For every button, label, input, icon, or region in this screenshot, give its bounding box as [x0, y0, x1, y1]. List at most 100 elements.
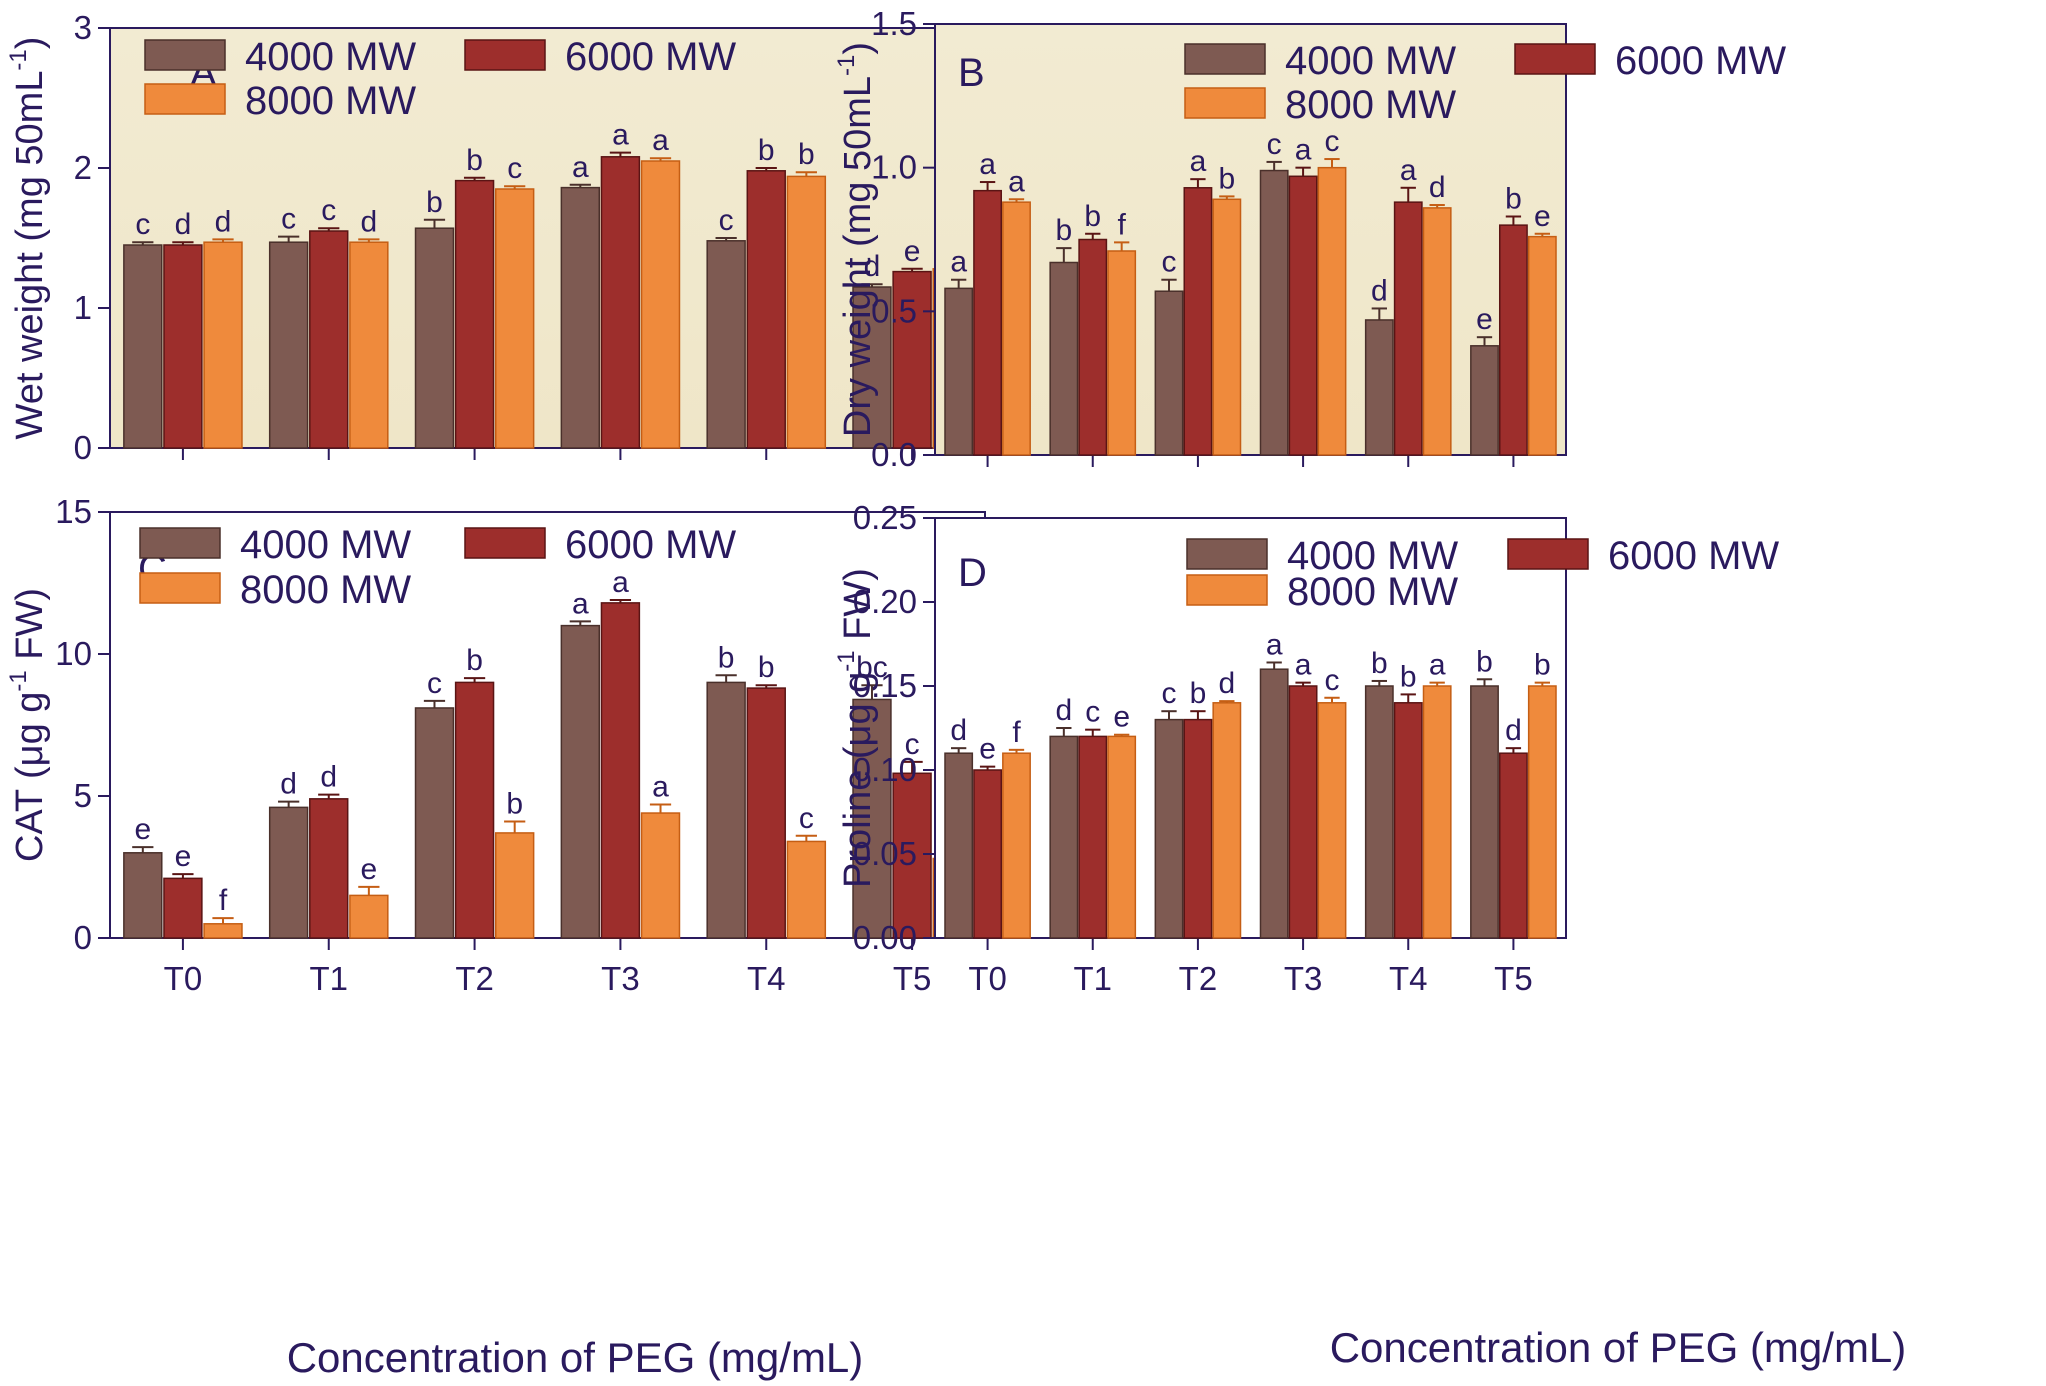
- panel-c-bar: [560, 624, 601, 939]
- panel-c-x-tick-label: T3: [601, 960, 640, 997]
- panel-c-significance-letter: b: [466, 644, 483, 677]
- panel-a-significance-letter: d: [361, 205, 378, 238]
- panel-b-significance-letter: c: [1267, 128, 1282, 161]
- panel-c-legend-label: 6000 MW: [565, 523, 736, 567]
- panel-d-bar: [1393, 702, 1423, 939]
- panel-b-significance-letter: c: [1161, 246, 1176, 279]
- panel-a-bar: [786, 175, 827, 449]
- panel-b-bar: [1498, 224, 1528, 456]
- panel-d-letter: D: [958, 551, 987, 595]
- panel-b-bar: [1288, 175, 1318, 456]
- panel-c-legend-swatch: [139, 572, 221, 604]
- panel-b-significance-letter: d: [1371, 274, 1388, 307]
- panel-c-bar: [640, 812, 681, 939]
- panel-d-significance-letter: b: [1190, 677, 1207, 710]
- panel-a-bar: [454, 179, 495, 449]
- panel-c-y-axis-title-main: CAT (μg g: [9, 692, 51, 862]
- panel-d-significance-letter: b: [1476, 645, 1493, 678]
- panel-b-significance-letter: a: [1400, 154, 1417, 187]
- panel-a-significance-letter: a: [572, 151, 589, 184]
- panel-b-legend-swatch: [1184, 43, 1266, 75]
- panel-d-x-tick-label: T2: [1179, 960, 1218, 997]
- x-axis-title-left: Concentration of PEG (mg/mL): [287, 1334, 864, 1381]
- panel-b-bar: [1422, 207, 1452, 456]
- panel-d-x-tick-label: T0: [968, 960, 1007, 997]
- panel-c-legend-swatch: [139, 527, 221, 559]
- panel-a-bar: [163, 244, 203, 449]
- panel-b-significance-letter: a: [1190, 145, 1207, 178]
- panel-c-significance-letter: e: [175, 840, 192, 873]
- panel-d-frame: [934, 517, 1567, 939]
- panel-a-bar: [746, 170, 786, 449]
- panel-d-bar: [1527, 685, 1557, 939]
- panel-c-y-tick-label: 5: [74, 777, 92, 814]
- panel-b-bar: [973, 189, 1003, 456]
- panel-a-bar: [203, 241, 243, 449]
- panel-b-y-tick-label: 0.5: [871, 292, 917, 329]
- panel-c-y-tick-label: 0: [74, 919, 92, 956]
- panel-c-bar: [349, 894, 389, 939]
- panel-d-y-axis-title: Proline (μg g-1 FW): [833, 568, 879, 888]
- panel-a-y-tick-label: 0: [74, 429, 92, 466]
- panel-b-significance-letter: f: [1117, 208, 1126, 241]
- chart-panel-d: 0.00 0.05 0.10 0.15 0.20 0.25 Proline (μg g-1 …: [833, 499, 1779, 997]
- panel-a-legend-label: 6000 MW: [565, 35, 736, 79]
- panel-a-significance-letter: c: [135, 208, 150, 241]
- panel-d-bar: [1154, 718, 1184, 939]
- panel-d-bar: [1259, 668, 1289, 939]
- panel-d-y-tick-label: 0.20: [853, 583, 917, 620]
- panel-d-significance-letter: e: [979, 733, 996, 766]
- panel-a-y-tick-label: 3: [74, 9, 92, 46]
- panel-d-significance-letter: b: [1371, 647, 1388, 680]
- panel-b-bar: [1364, 319, 1394, 456]
- panel-b-bar: [1107, 250, 1137, 456]
- panel-c-bar: [600, 602, 641, 939]
- panel-c-y-tick-label: 15: [55, 493, 92, 530]
- panel-d-bar: [1498, 752, 1528, 939]
- panel-c-significance-letter: d: [280, 768, 297, 801]
- panel-b-bar: [1212, 198, 1242, 456]
- panel-a-significance-letter: e: [904, 235, 921, 268]
- panel-a-bar: [268, 241, 309, 449]
- panel-b-bar: [1049, 261, 1079, 456]
- panel-c-plot-background: [110, 512, 985, 938]
- panel-c-bar: [268, 806, 309, 939]
- panel-d-legend-swatch: [1186, 574, 1268, 606]
- panel-a-legend-swatch: [144, 83, 226, 115]
- panel-a-bar: [640, 160, 681, 449]
- panel-c-significance-letter: a: [612, 566, 629, 599]
- panel-b-bar: [1002, 201, 1031, 456]
- panel-b-bar: [1183, 187, 1213, 456]
- panel-a-y-axis-title-end: ): [9, 37, 51, 50]
- panel-d-y-axis-title-end: FW): [837, 568, 879, 650]
- panel-c-significance-letter: b: [758, 651, 775, 684]
- panel-a-bar: [892, 270, 932, 449]
- panel-d-significance-letter: c: [1161, 677, 1176, 710]
- panel-b-bar: [1317, 166, 1347, 456]
- panel-a-significance-letter: b: [466, 144, 483, 177]
- panel-d-bar: [944, 752, 974, 939]
- panel-c-legend-label: 8000 MW: [240, 568, 411, 612]
- panel-c-x-tick-label: T5: [893, 960, 932, 997]
- panel-a-legend-swatch: [464, 39, 546, 71]
- panel-c-bar: [892, 772, 932, 939]
- panel-a-legend-label: 4000 MW: [245, 35, 416, 79]
- panel-b-legend-label: 4000 MW: [1285, 39, 1456, 83]
- panel-c-significance-letter: a: [652, 771, 669, 804]
- panel-c-x-tick-label: T0: [164, 960, 203, 997]
- panel-d-legend-swatch: [1507, 538, 1589, 570]
- panel-c-significance-letter: bc: [856, 651, 888, 684]
- panel-d-y-axis-title-sup: -1: [833, 650, 860, 671]
- panel-b-bar: [1259, 169, 1289, 456]
- panel-d-y-tick-label: 0.15: [853, 667, 917, 704]
- panel-d-legend-label: 4000 MW: [1287, 534, 1458, 578]
- panel-b-significance-letter: a: [1295, 134, 1312, 167]
- panel-a-legend-swatch: [144, 39, 226, 71]
- panel-a-significance-letter: b: [758, 134, 775, 167]
- panel-d-significance-letter: c: [1085, 696, 1100, 729]
- panel-a-y-tick-label: 2: [74, 149, 92, 186]
- panel-c-bar: [786, 840, 827, 939]
